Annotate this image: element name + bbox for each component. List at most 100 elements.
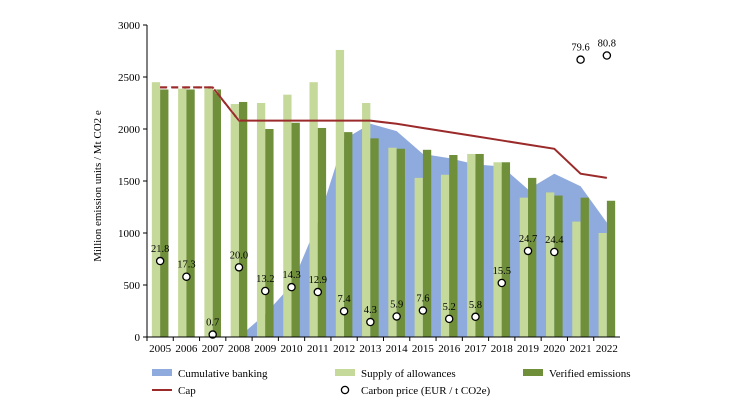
price-label-2014: 5.9 [390, 299, 403, 310]
legend-label-verified-emissions: Verified emissions [549, 368, 631, 380]
emissions-bar-2016 [449, 155, 458, 337]
emissions-bar-2018 [501, 162, 511, 337]
emissions-bar-2007 [212, 89, 221, 337]
price-label-2021: 79.6 [571, 43, 589, 54]
price-point-2006 [182, 272, 191, 281]
price-points-layer: 21.8 17.3 0.7 20.0 13.2 14.3 12.9 7.4 4.3 5.9 7.6 5… [151, 38, 616, 339]
x-tick-label-2011: 2011 [307, 343, 329, 355]
price-point-2009 [260, 286, 270, 296]
x-tick-label-2006: 2006 [175, 343, 198, 355]
x-tick-label-2015: 2015 [412, 343, 435, 355]
emissions-bar-2011 [317, 127, 327, 338]
y-tick-label-3000: 3000 [118, 20, 141, 32]
emissions-bar-2017 [475, 153, 484, 337]
supply-bar-2010 [283, 94, 292, 338]
y-axis-label: Million emission units / Mt CO2 e [92, 110, 104, 262]
emissions-bar-2021 [580, 197, 589, 337]
emissions-bar-2013 [370, 138, 379, 337]
cap-line [160, 86, 608, 179]
emissions-bar-2015 [422, 149, 432, 337]
x-tick-label-2008: 2008 [228, 343, 251, 355]
emissions-bar-2014 [396, 148, 405, 337]
cap-line-layer [160, 86, 608, 179]
price-label-2020: 24.4 [545, 235, 564, 246]
price-point-2014 [392, 312, 401, 321]
price-point-2013 [366, 317, 375, 327]
supply-bar-2018 [493, 162, 502, 337]
price-label-2013: 4.3 [364, 305, 377, 316]
price-point-2011 [313, 287, 323, 297]
price-point-2018 [497, 278, 506, 288]
price-label-2017: 5.8 [469, 300, 482, 311]
price-point-2020 [550, 247, 559, 257]
legend-label-cap: Cap [178, 385, 196, 397]
price-point-2016 [444, 314, 454, 324]
legend-swatch-cumulative-banking [152, 369, 172, 376]
legend-label-carbon-price-eur-t-co2e-: Carbon price (EUR / t CO2e) [361, 385, 491, 397]
x-tick-label-2014: 2014 [386, 343, 409, 355]
supply-bar-2021 [572, 221, 581, 337]
x-tick-label-2009: 2009 [254, 343, 277, 355]
supply-bar-2015 [414, 177, 423, 337]
x-tick-label-2007: 2007 [202, 343, 225, 355]
emissions-bar-2008 [238, 101, 248, 338]
x-tick-label-2017: 2017 [464, 343, 487, 355]
price-point-2021 [576, 55, 585, 64]
price-point-2010 [287, 282, 296, 292]
price-label-2007: 0.7 [206, 318, 219, 329]
supply-bar-2020 [546, 192, 555, 337]
price-point-2005 [155, 256, 165, 266]
price-label-2006: 17.3 [177, 260, 195, 271]
price-point-2012 [339, 306, 349, 316]
bars-layer [151, 49, 616, 338]
cap-line-dashed [160, 86, 240, 122]
x-tick-label-2021: 2021 [570, 343, 592, 355]
y-tick-label-1000: 1000 [118, 228, 141, 240]
price-point-2007 [208, 330, 217, 339]
price-label-2015: 7.6 [416, 294, 429, 305]
legend-label-supply-of-allowances: Supply of allowances [361, 368, 456, 380]
legend-swatch-carbon-price-eur-t-co2e- [340, 385, 350, 395]
price-label-2010: 14.3 [282, 270, 300, 281]
x-tick-label-2013: 2013 [359, 343, 382, 355]
emissions-bar-2012 [344, 132, 353, 337]
supply-bar-2019 [519, 197, 529, 337]
supply-bar-2013 [362, 103, 371, 337]
price-label-2022: 80.8 [598, 38, 616, 49]
x-tick-label-2010: 2010 [281, 343, 304, 355]
supply-bar-2007 [204, 87, 213, 338]
price-label-2009: 13.2 [256, 274, 274, 285]
supply-bar-2009 [256, 103, 266, 337]
legend: Cumulative banking Supply of allowances Ve… [152, 368, 631, 397]
price-point-2017 [471, 312, 480, 322]
x-tick-label-2005: 2005 [149, 343, 172, 355]
emissions-bar-2022 [606, 200, 616, 337]
y-tick-label-0: 0 [135, 332, 141, 344]
supply-bar-2017 [467, 153, 476, 337]
price-label-2016: 5.2 [443, 302, 456, 313]
x-tick-label-2018: 2018 [491, 343, 514, 355]
axes-layer: 0 500 1000 1500 2000 2500 3000 2005 2006 2007 2008… [118, 20, 620, 355]
price-label-2012: 7.4 [338, 294, 352, 305]
price-point-2008 [234, 263, 244, 272]
supply-bar-2006 [178, 87, 187, 338]
y-tick-label-500: 500 [124, 280, 141, 292]
y-tick-label-2000: 2000 [118, 124, 141, 136]
emissions-bar-2009 [265, 129, 274, 337]
legend-swatch-verified-emissions [523, 369, 543, 376]
y-tick-label-1500: 1500 [118, 176, 141, 188]
emissions-bar-2006 [186, 89, 195, 337]
x-tick-label-2016: 2016 [438, 343, 461, 355]
price-label-2018: 15.5 [493, 266, 511, 277]
emissions-bar-2020 [554, 195, 563, 337]
price-point-2019 [523, 246, 533, 256]
x-tick-label-2020: 2020 [543, 343, 566, 355]
supply-bar-2014 [388, 147, 397, 337]
emissions-bar-2019 [528, 177, 537, 337]
price-point-2022 [602, 51, 612, 60]
legend-label-cumulative-banking: Cumulative banking [178, 368, 268, 380]
price-point-2015 [418, 306, 428, 315]
legend-swatch-supply-of-allowances [335, 369, 355, 376]
price-label-2019: 24.7 [519, 234, 537, 245]
